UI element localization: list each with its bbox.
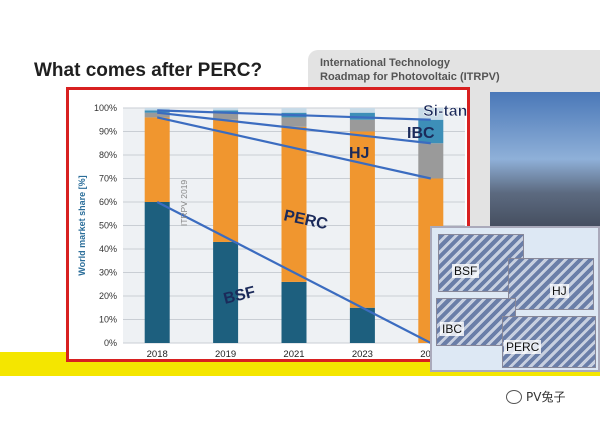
x-tick-label: 2018 <box>147 349 168 359</box>
annotation-si-tandem: Si-tandem <box>423 103 467 120</box>
y-tick-label: 80% <box>99 150 117 160</box>
bar-si-tandem-2021 <box>281 108 307 113</box>
bar-perc-2021 <box>281 126 307 282</box>
y-tick-label: 100% <box>94 103 117 113</box>
y-tick-label: 40% <box>99 244 117 254</box>
itrpv-line-2: Roadmap for Photovoltaic (ITRPV) <box>320 71 500 83</box>
bar-hj-2023 <box>349 119 375 132</box>
cell-label-ibc: IBC <box>440 322 465 336</box>
bsf-trend-line <box>156 201 432 344</box>
cell-label-bsf: BSF <box>452 264 480 278</box>
y-tick-label: 50% <box>99 221 117 231</box>
annotation-hj: HJ <box>349 145 369 162</box>
bar-ibc-2026 <box>418 119 444 144</box>
bar-ibc-2019 <box>213 110 239 113</box>
x-tick-label: 2023 <box>352 349 373 359</box>
y-tick-label: 30% <box>99 268 117 278</box>
slide-title: What comes after PERC? <box>34 60 263 81</box>
cell-label-hj: HJ <box>550 284 569 298</box>
bar-hj-2026 <box>418 143 444 179</box>
bar-ibc-2018 <box>144 110 170 113</box>
bar-ibc-2023 <box>349 112 375 120</box>
annotation-ibc: IBC <box>407 125 435 142</box>
x-tick-label: 2021 <box>283 349 304 359</box>
cell-illustrations: BSF HJ IBC PERC <box>430 226 600 372</box>
bar-perc-2019 <box>213 119 239 242</box>
bar-si-tandem-2026 <box>418 108 444 120</box>
wechat-icon <box>506 389 522 404</box>
y-tick-label: 0% <box>104 338 117 348</box>
perc-trend-line <box>156 116 432 180</box>
bar-si-tandem-2019 <box>213 108 239 111</box>
y-tick-label: 20% <box>99 291 117 301</box>
y-tick-label: 90% <box>99 127 117 137</box>
y-tick-label: 70% <box>99 174 117 184</box>
y-axis-label: World market share [%] <box>77 175 87 275</box>
bar-hj-2021 <box>281 117 307 127</box>
market-share-chart: 0% 10% 20% 30% 40% 50% 60% 70% 80% 90% 100% World m… <box>77 103 467 359</box>
bar-bsf-2021 <box>281 281 307 343</box>
bar-bsf-2018 <box>144 202 170 343</box>
itrpv-watermark-label: ITRPV 2019 <box>179 180 189 227</box>
watermark: PV兔子 <box>506 388 565 405</box>
ibc-trend-line <box>157 109 431 121</box>
watermark-text: PV兔子 <box>526 390 566 404</box>
x-tick-label: 2019 <box>215 349 236 359</box>
bar-bsf-2019 <box>213 241 239 343</box>
bar-bsf-2023 <box>349 307 375 343</box>
hj-trend-line <box>157 111 431 145</box>
bar-si-tandem-2023 <box>349 108 375 113</box>
y-tick-label: 60% <box>99 197 117 207</box>
itrpv-line-1: International Technology <box>320 57 450 69</box>
bar-hj-2018 <box>144 112 170 118</box>
bar-perc-2018 <box>144 117 170 202</box>
chart-frame: 0% 10% 20% 30% 40% 50% 60% 70% 80% 90% 100% World m… <box>66 87 470 362</box>
cell-label-perc: PERC <box>504 340 542 354</box>
bar-hj-2019 <box>213 112 239 120</box>
bar-si-tandem-2018 <box>144 108 170 111</box>
itrpv-header: International Technology Roadmap for Pho… <box>320 56 500 84</box>
y-tick-label: 10% <box>99 315 117 325</box>
